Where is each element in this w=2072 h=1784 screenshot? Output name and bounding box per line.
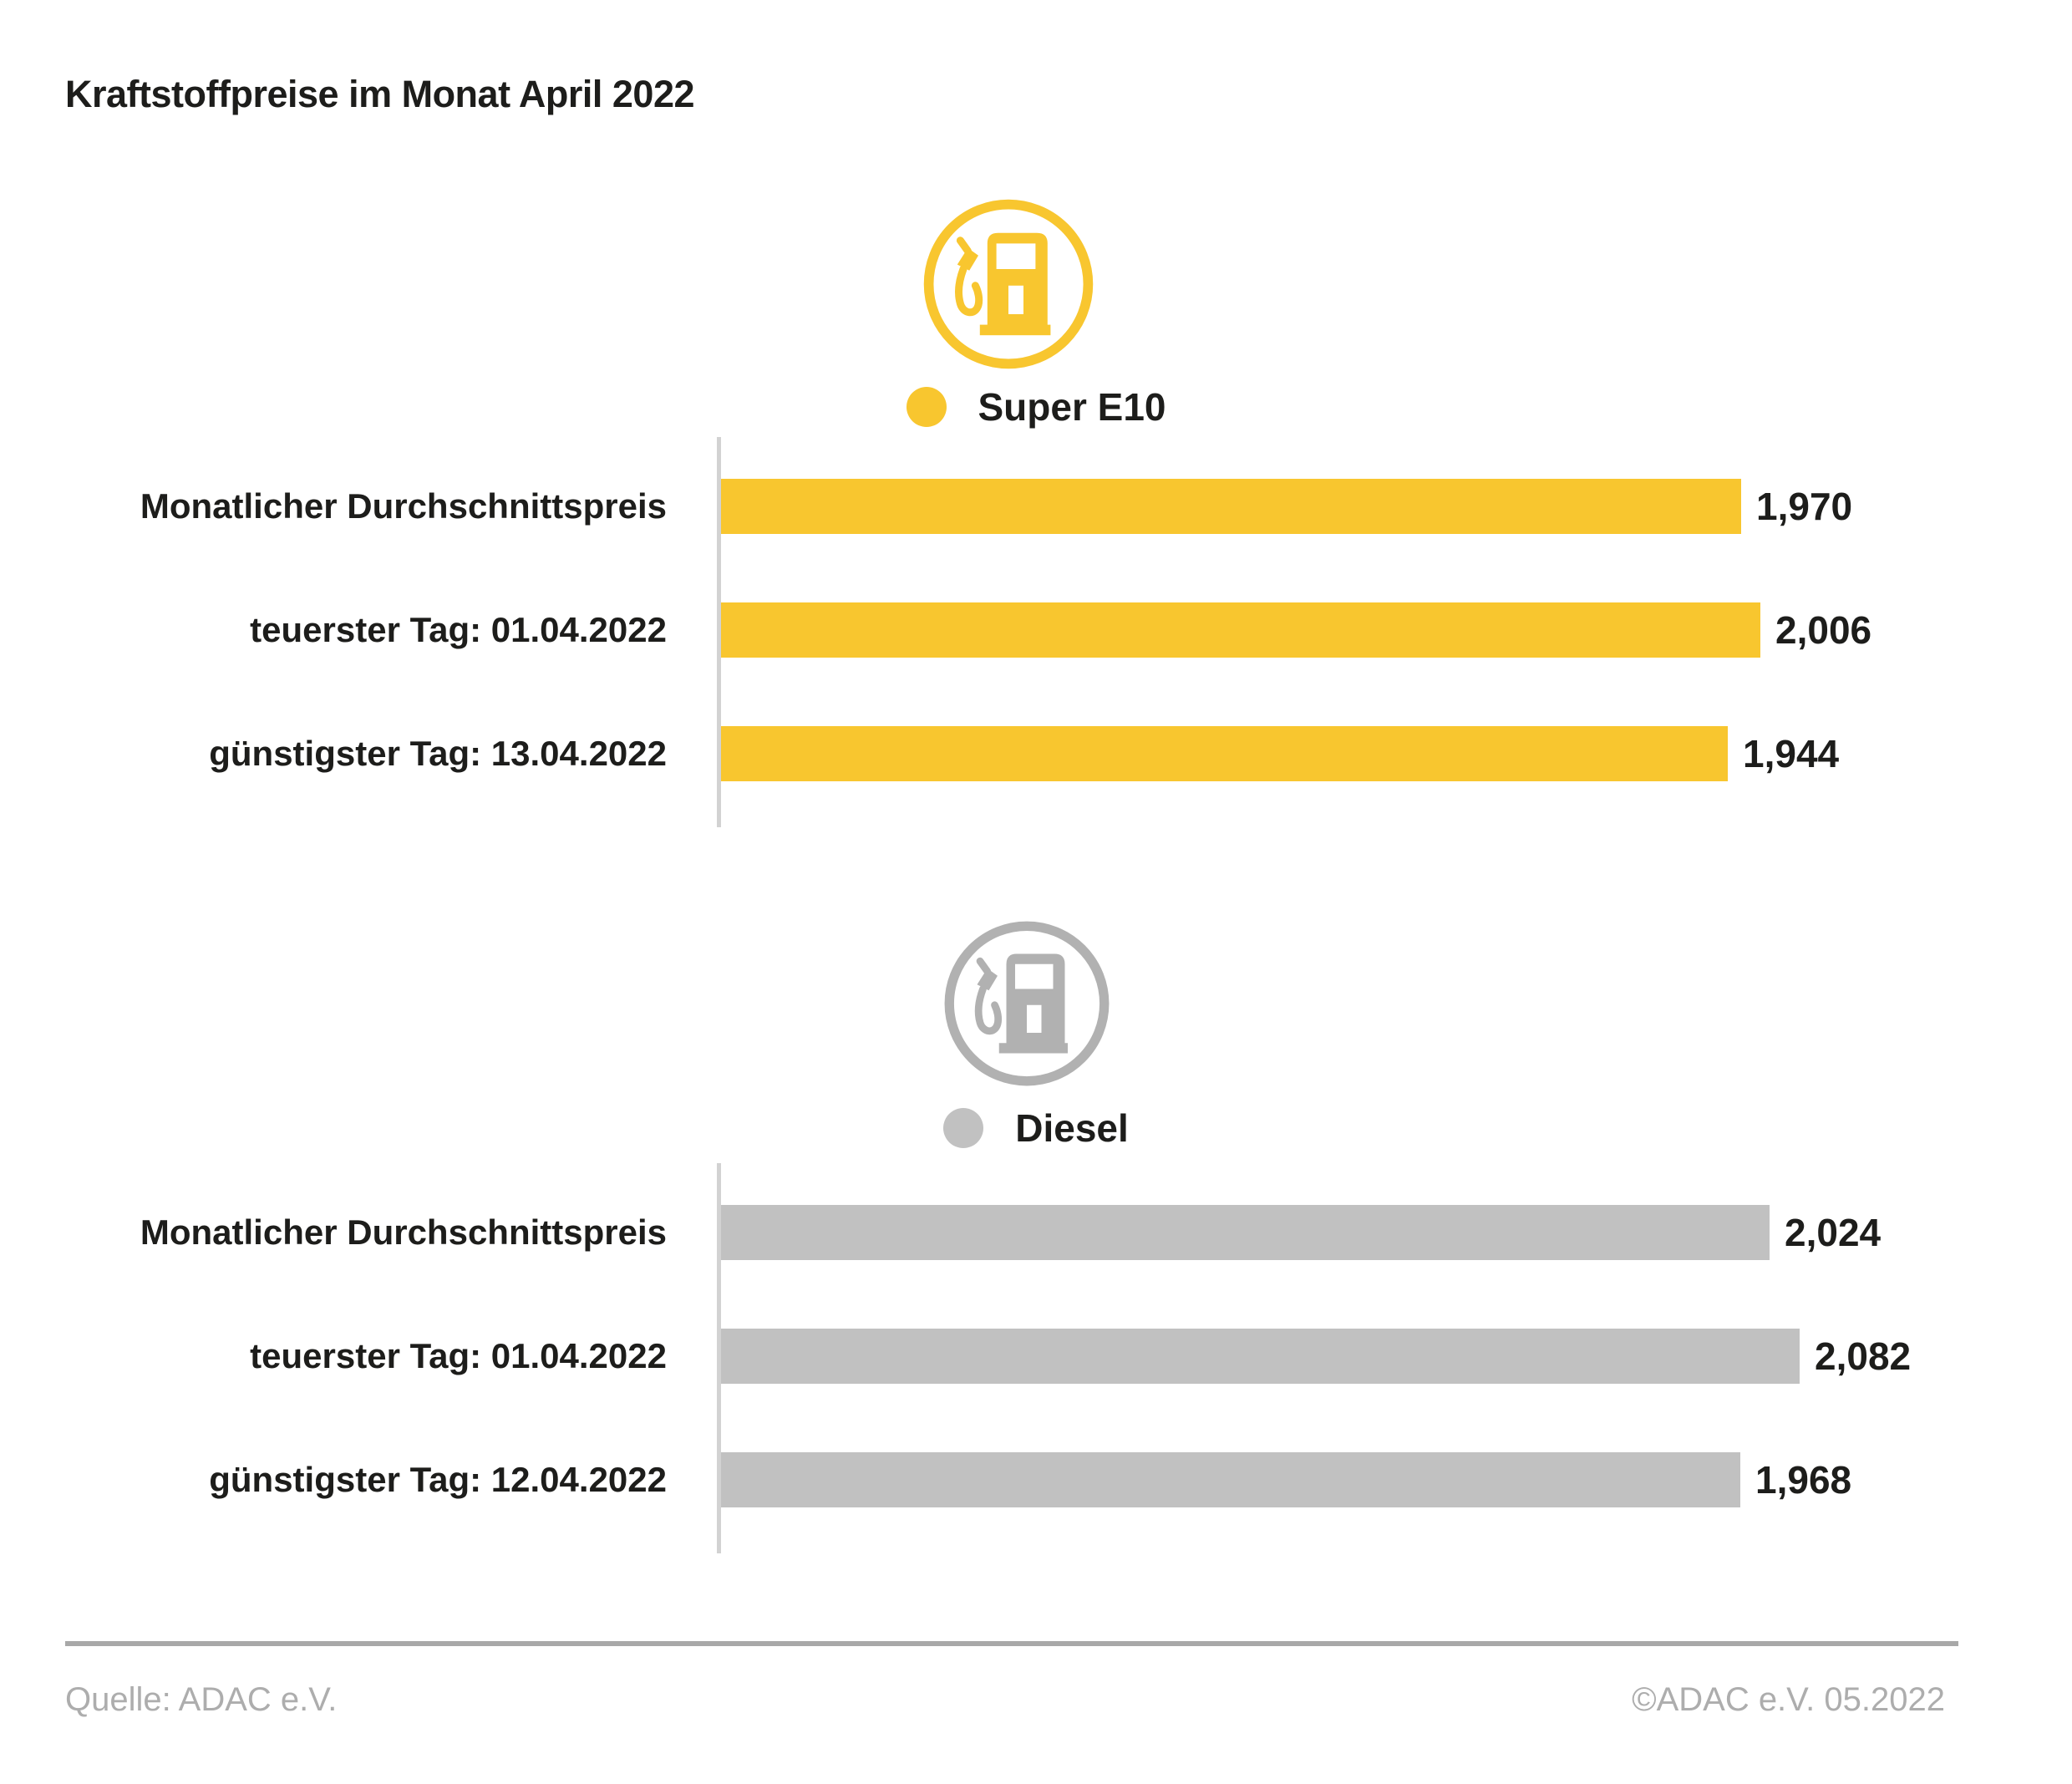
legend-label: Diesel [1015, 1106, 1129, 1150]
value-label: 1,968 [1755, 1458, 1852, 1502]
source-note: Quelle: ADAC e.V. [65, 1681, 338, 1718]
bar-chart-super-e10: Monatlicher Durchschnittspreis 1,970 teuer… [0, 479, 2072, 781]
chart-row: günstigster Tag: 12.04.2022 1,968 [0, 1452, 2072, 1507]
category-label: teuerster Tag: 01.04.2022 [250, 1336, 667, 1375]
legend-dot-icon [943, 1108, 984, 1148]
axis-line [717, 1163, 721, 1553]
category-label: günstigster Tag: 12.04.2022 [209, 1460, 667, 1499]
bar-chart-diesel: Monatlicher Durchschnittspreis 2,024 teuer… [0, 1205, 2072, 1507]
chart-row: günstigster Tag: 13.04.2022 1,944 [0, 726, 2072, 781]
legend-super-e10: Super E10 [0, 383, 2072, 431]
page-title: Kraftstoffpreise im Monat April 2022 [65, 73, 695, 115]
value-label: 2,024 [1785, 1211, 1882, 1254]
chart-row: teuerster Tag: 01.04.2022 2,082 [0, 1329, 2072, 1384]
value-label: 2,082 [1815, 1334, 1912, 1378]
category-label: günstigster Tag: 13.04.2022 [209, 734, 667, 773]
copyright-note: ©ADAC e.V. 05.2022 [1632, 1681, 1945, 1718]
value-label: 2,006 [1775, 608, 1872, 652]
value-bar [721, 1329, 1800, 1384]
footer-divider [65, 1641, 1958, 1646]
value-bar [721, 726, 1728, 781]
category-label: Monatlicher Durchschnittspreis [140, 1212, 667, 1252]
legend-dot-icon [906, 387, 947, 427]
value-label: 1,970 [1756, 485, 1853, 528]
fuel-pump-icon [944, 921, 1110, 1086]
value-bar [721, 479, 1741, 534]
chart-row: Monatlicher Durchschnittspreis 1,970 [0, 479, 2072, 534]
legend-diesel: Diesel [0, 1103, 2072, 1153]
value-bar [721, 1205, 1770, 1260]
value-bar [721, 602, 1760, 658]
category-label: Monatlicher Durchschnittspreis [140, 486, 667, 526]
chart-row: teuerster Tag: 01.04.2022 2,006 [0, 602, 2072, 658]
value-bar [721, 1452, 1740, 1507]
fuel-pump-icon [923, 199, 1094, 369]
chart-row: Monatlicher Durchschnittspreis 2,024 [0, 1205, 2072, 1260]
axis-line [717, 437, 721, 827]
value-label: 1,944 [1743, 732, 1840, 775]
legend-label: Super E10 [978, 385, 1166, 429]
category-label: teuerster Tag: 01.04.2022 [250, 610, 667, 649]
